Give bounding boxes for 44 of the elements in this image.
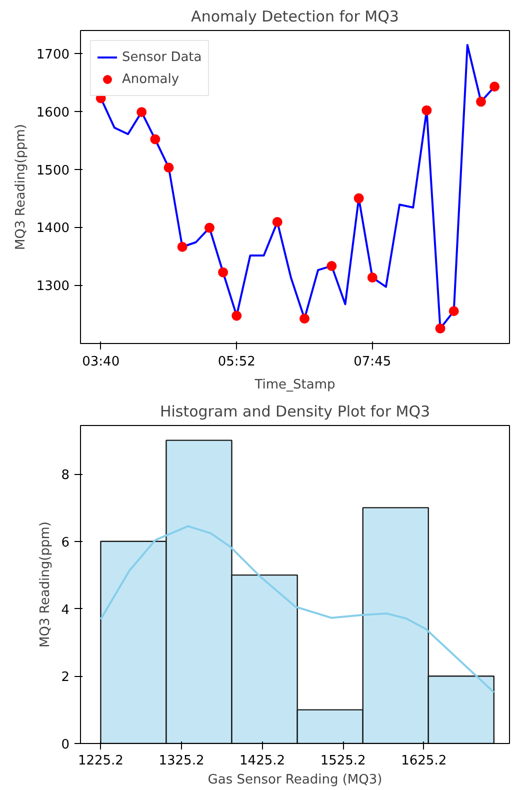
point — [164, 162, 174, 173]
point — [448, 306, 459, 316]
y-tick-label: 4 — [61, 602, 70, 618]
point — [435, 323, 446, 334]
point — [218, 267, 228, 278]
y-axis-title: MQ3 Reading(ppm) — [13, 124, 28, 250]
point — [354, 193, 364, 204]
y-tick-label: 8 — [61, 468, 70, 484]
point — [326, 260, 337, 271]
x-axis-title: Time_Stamp — [254, 378, 336, 392]
y-tick-label: 2 — [61, 670, 70, 686]
x-tick-label: 07:45 — [354, 354, 392, 370]
point — [150, 134, 160, 144]
point — [272, 217, 282, 227]
point — [422, 105, 432, 116]
y-tick-label: 1400 — [36, 221, 70, 236]
point — [136, 107, 147, 118]
chart-title: Anomaly Detection for MQ3 — [191, 8, 399, 26]
x-tick-label: 1225.2 — [78, 754, 124, 768]
y-axis-title: MQ3 Reading(ppm) — [38, 522, 54, 648]
chart-title: Histogram and Density Plot for MQ3 — [160, 402, 430, 420]
legend-label: Anomaly — [122, 72, 180, 86]
x-tick-label: 1425.2 — [240, 754, 286, 768]
point — [490, 82, 500, 92]
x-tick-label: 03:40 — [82, 354, 120, 370]
y-tick-label: 1300 — [36, 279, 70, 294]
x-tick-label: 1325.2 — [158, 754, 204, 768]
point — [476, 96, 486, 107]
line-series — [100, 525, 495, 694]
y-tick-label: 1500 — [36, 163, 70, 178]
point — [300, 314, 310, 324]
point — [367, 272, 378, 283]
point — [177, 242, 188, 252]
x-tick-label: 1525.2 — [320, 754, 366, 768]
y-tick-label: 6 — [61, 535, 70, 550]
point — [232, 310, 242, 321]
x-tick-label: 05:52 — [218, 354, 256, 370]
y-tick-label: 0 — [61, 738, 70, 752]
x-axis-title: Gas Sensor Reading (MQ3) — [208, 772, 382, 788]
y-tick-label: 1700 — [36, 48, 70, 63]
point — [204, 222, 214, 233]
legend-label: Sensor Data — [122, 50, 202, 64]
x-tick-label: 1625.2 — [401, 754, 447, 768]
y-tick-label: 1600 — [36, 106, 70, 120]
